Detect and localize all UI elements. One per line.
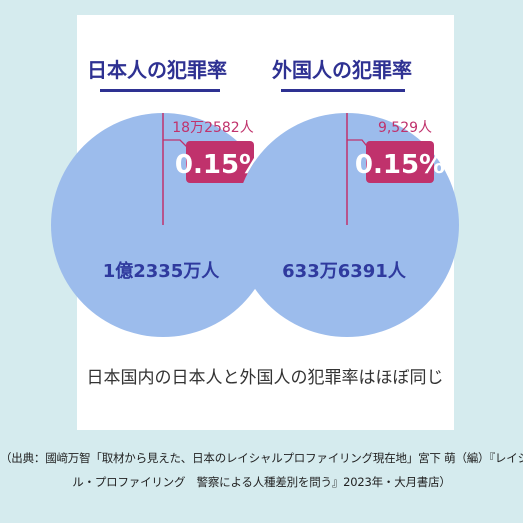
slice-label: 18万2582人 [172, 120, 253, 136]
source-caption: （出典：國﨑万智「取材から見えた、日本のレイシャルプロファイリング現在地」宮下 … [0, 446, 523, 494]
chart-title: 外国人の犯罪率 [272, 58, 412, 82]
total-label: 633万6391人 [282, 261, 407, 282]
summary-text: 日本国内の日本人と外国人の犯罪率はほぼ同じ [87, 368, 444, 388]
caption-line-1: （出典：國﨑万智「取材から見えた、日本のレイシャルプロファイリング現在地」宮下 … [0, 451, 523, 465]
callout-badge [366, 141, 434, 183]
callout-value: 0.15% [355, 150, 445, 180]
title-underline [100, 89, 220, 92]
title-underline [281, 89, 405, 92]
chart-left: 日本人の犯罪率 18万2582人 0.15% 1億2335万人 [51, 58, 275, 337]
total-label: 1億2335万人 [103, 260, 221, 282]
caption-line-2: ル・プロファイリング 警察による人種差別を問う』2023年・大月書店） [72, 475, 451, 489]
chart-title: 日本人の犯罪率 [87, 58, 227, 82]
chart-right: 外国人の犯罪率 9,529人 0.15% 633万6391人 [235, 58, 459, 337]
slice-label: 9,529人 [378, 120, 432, 136]
callout-badge [186, 141, 254, 183]
